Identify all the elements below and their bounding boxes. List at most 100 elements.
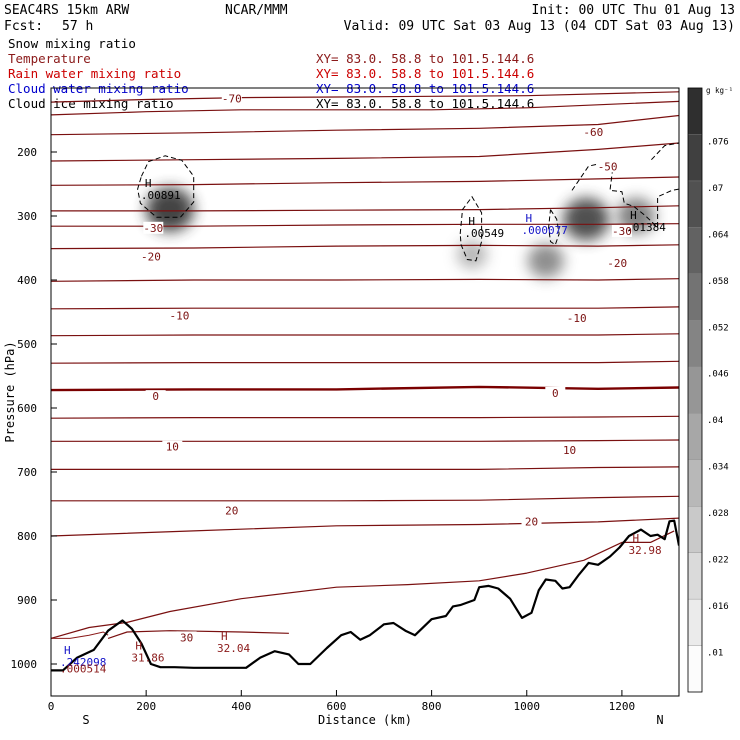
- isotherm-line: [51, 495, 679, 502]
- isotherm-line: [51, 205, 679, 212]
- colorbar-swatch: [687, 366, 703, 414]
- isotherm-line: [51, 114, 679, 136]
- snow-shading: [146, 187, 656, 278]
- colorbar-swatch: [687, 552, 703, 600]
- y-tick-label: 200: [17, 146, 37, 159]
- isotherm-line: [51, 517, 679, 537]
- y-tick-label: 500: [17, 338, 37, 351]
- colorbar-swatch: [687, 227, 703, 274]
- terrain-line: [51, 519, 679, 672]
- isotherm-label: 0: [152, 390, 159, 403]
- colorbar-swatch: [687, 598, 703, 646]
- field-xy-rain: XY= 83.0. 58.8 to 101.5.144.6: [316, 66, 534, 81]
- max-marker-value: .000514: [60, 662, 107, 675]
- isotherm-label-bg: [145, 390, 166, 403]
- max-marker-h: H: [64, 644, 71, 657]
- field-name-rain: Rain water mixing ratio: [8, 66, 181, 81]
- isotherm-label-bg: [521, 515, 542, 528]
- colorbar-unit: g kg⁻¹: [706, 86, 733, 95]
- endpoint-south: S: [82, 713, 89, 727]
- isotherm-line: [51, 100, 679, 116]
- colorbar-swatch: [687, 413, 703, 460]
- colorbar-swatch: [687, 180, 703, 228]
- rain-contour-line: [51, 631, 109, 639]
- colorbar-tick-label: .028: [707, 509, 729, 519]
- isotherm-line: [51, 244, 679, 250]
- header: SEAC4RS 15km ARW NCAR/MMM Init: 00 UTC T…: [4, 3, 735, 34]
- colorbar-frame: [687, 87, 703, 693]
- isotherm-label-bg: [221, 92, 242, 105]
- field-name-cloud-ice: Cloud ice mixing ratio: [8, 96, 174, 111]
- snow-contour-line: [548, 209, 560, 246]
- isotherm-label: 0: [552, 387, 559, 400]
- max-marker-value: .00891: [141, 189, 181, 202]
- max-marker-value: 32.98: [629, 544, 662, 557]
- max-marker-value: 32.04: [217, 642, 250, 655]
- y-tick-label: 900: [17, 594, 37, 607]
- isotherm-line: [51, 278, 679, 282]
- colorbar-tick-label: .01: [707, 649, 723, 659]
- x-tick-label: 1200: [609, 700, 636, 713]
- isotherm-label: -70: [222, 93, 242, 106]
- x-tick-label: 200: [136, 700, 156, 713]
- max-marker-value: .000077: [522, 224, 568, 237]
- isotherm-label: 10: [166, 441, 179, 454]
- model-label: SEAC4RS 15km ARW: [4, 3, 129, 18]
- isotherm-label: -30: [143, 222, 163, 235]
- init-time: Init: 00 UTC Thu 01 Aug 13: [532, 3, 736, 18]
- isotherm-label-bg: [597, 160, 618, 173]
- isotherm-line: [51, 91, 679, 103]
- isotherm-line: [51, 306, 679, 310]
- isotherm-line: [107, 630, 289, 639]
- x-axis-title: Distance (km): [318, 713, 412, 727]
- colorbar-tick-label: .058: [707, 277, 729, 287]
- colorbar-swatch: [687, 506, 703, 553]
- center-label: NCAR/MMM: [225, 3, 288, 18]
- colorbar-tick-label: .046: [707, 370, 729, 380]
- colorbar-tick-label: .07: [707, 184, 723, 194]
- x-tick-label: 1000: [514, 700, 541, 713]
- isotherm-line: [51, 223, 679, 227]
- snow-contour-line: [137, 155, 195, 218]
- colorbar-swatch: [687, 134, 703, 182]
- y-tick-label: 300: [17, 210, 37, 223]
- isotherm-label-bg: [162, 440, 183, 453]
- y-tick-label: 400: [17, 274, 37, 287]
- isotherm-line: [51, 530, 675, 639]
- isotherm-line: [51, 333, 679, 337]
- isotherm-label-bg: [221, 504, 242, 517]
- colorbar-tick-label: .064: [707, 230, 729, 240]
- temperature-isotherms: [51, 91, 679, 639]
- colorbar-tick-label: .016: [707, 602, 729, 612]
- isotherm-label: -30: [612, 225, 632, 238]
- isotherm-label: 30: [180, 631, 193, 644]
- max-markers: H.00891H.00549H.01384H.000077H.242098.00…: [60, 177, 666, 676]
- valid-time: Valid: 09 UTC Sat 03 Aug 13 (04 CDT Sat …: [344, 19, 735, 34]
- isotherm-line: [51, 385, 679, 392]
- max-marker-value: .242098: [60, 656, 106, 669]
- isotherm-label: -60: [583, 126, 603, 139]
- snow-contours: [51, 142, 679, 639]
- isotherm-label: -20: [607, 257, 627, 270]
- snow-contour-line: [651, 142, 679, 161]
- isotherm-line: [51, 466, 679, 470]
- colorbar-tick-label: .052: [707, 323, 729, 333]
- isotherm-line: [51, 415, 679, 419]
- isotherm-label-bg: [545, 386, 566, 399]
- max-marker-h: H: [630, 209, 637, 222]
- isotherm-label-bg: [607, 257, 628, 269]
- max-marker-value: .01384: [626, 221, 666, 234]
- x-tick-label: 400: [231, 700, 251, 713]
- max-marker-h: H: [221, 630, 228, 643]
- plot-frame: [50, 87, 680, 697]
- isotherm-line: [51, 360, 679, 364]
- field-xy-cloud-ice: XY= 83.0. 58.8 to 101.5.144.6: [316, 96, 534, 111]
- isotherm-label-bg: [140, 250, 161, 263]
- isotherm-label-bg: [583, 125, 604, 138]
- max-marker-h: H: [145, 177, 152, 190]
- y-tick-label: 1000: [11, 658, 38, 671]
- isotherm-label: 20: [525, 516, 538, 529]
- max-marker-h: H: [633, 532, 640, 545]
- isotherm-label-bg: [566, 312, 587, 325]
